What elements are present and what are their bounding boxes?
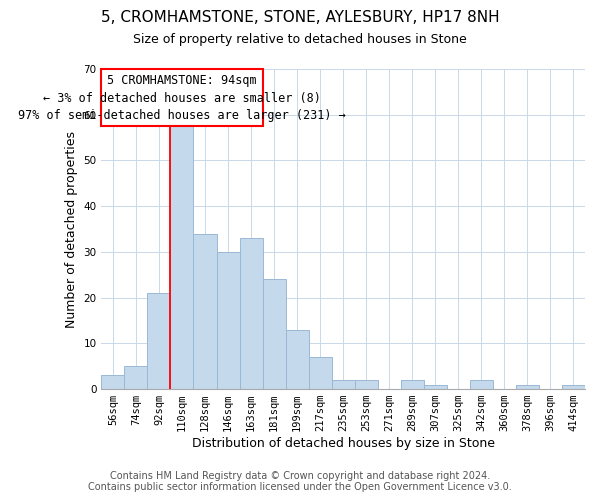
Text: Size of property relative to detached houses in Stone: Size of property relative to detached ho… bbox=[133, 32, 467, 46]
Text: 97% of semi-detached houses are larger (231) →: 97% of semi-detached houses are larger (… bbox=[18, 109, 346, 122]
Y-axis label: Number of detached properties: Number of detached properties bbox=[65, 130, 78, 328]
Text: Contains HM Land Registry data © Crown copyright and database right 2024.
Contai: Contains HM Land Registry data © Crown c… bbox=[88, 471, 512, 492]
Bar bbox=[217, 252, 239, 389]
Bar bbox=[286, 330, 308, 389]
Bar bbox=[470, 380, 493, 389]
Bar bbox=[332, 380, 355, 389]
Bar bbox=[355, 380, 378, 389]
Bar bbox=[193, 234, 217, 389]
Bar bbox=[124, 366, 148, 389]
Text: ← 3% of detached houses are smaller (8): ← 3% of detached houses are smaller (8) bbox=[43, 92, 321, 105]
FancyBboxPatch shape bbox=[101, 69, 263, 126]
Bar bbox=[263, 280, 286, 389]
Bar bbox=[239, 238, 263, 389]
Bar bbox=[424, 384, 447, 389]
Text: 5 CROMHAMSTONE: 94sqm: 5 CROMHAMSTONE: 94sqm bbox=[107, 74, 257, 88]
Bar bbox=[148, 293, 170, 389]
Bar bbox=[401, 380, 424, 389]
Bar bbox=[101, 376, 124, 389]
X-axis label: Distribution of detached houses by size in Stone: Distribution of detached houses by size … bbox=[191, 437, 494, 450]
Bar bbox=[170, 124, 193, 389]
Bar bbox=[562, 384, 585, 389]
Bar bbox=[308, 357, 332, 389]
Text: 5, CROMHAMSTONE, STONE, AYLESBURY, HP17 8NH: 5, CROMHAMSTONE, STONE, AYLESBURY, HP17 … bbox=[101, 10, 499, 25]
Bar bbox=[516, 384, 539, 389]
